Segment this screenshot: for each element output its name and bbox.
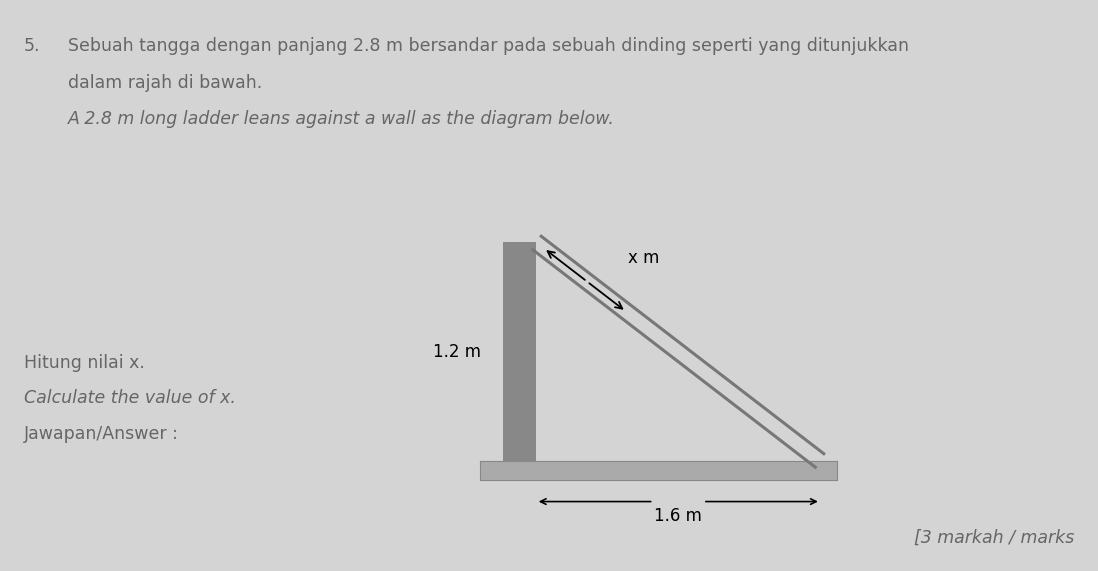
Text: 1.6 m: 1.6 m xyxy=(654,507,703,525)
Text: Sebuah tangga dengan panjang 2.8 m bersandar pada sebuah dinding seperti yang di: Sebuah tangga dengan panjang 2.8 m bersa… xyxy=(68,37,909,55)
Text: dalam rajah di bawah.: dalam rajah di bawah. xyxy=(68,74,262,93)
Text: x m: x m xyxy=(628,249,660,267)
Text: Jawapan/Answer :: Jawapan/Answer : xyxy=(24,425,179,443)
Text: 1.2 m: 1.2 m xyxy=(433,343,481,361)
Text: 5.: 5. xyxy=(24,37,41,55)
Text: Hitung nilai x.: Hitung nilai x. xyxy=(24,354,145,372)
Text: A 2.8 m long ladder leans against a wall as the diagram below.: A 2.8 m long ladder leans against a wall… xyxy=(68,110,615,128)
Bar xyxy=(480,461,837,480)
Text: Calculate the value of x.: Calculate the value of x. xyxy=(24,389,236,408)
Bar xyxy=(503,242,536,461)
Text: [3 markah / marks: [3 markah / marks xyxy=(914,529,1074,547)
